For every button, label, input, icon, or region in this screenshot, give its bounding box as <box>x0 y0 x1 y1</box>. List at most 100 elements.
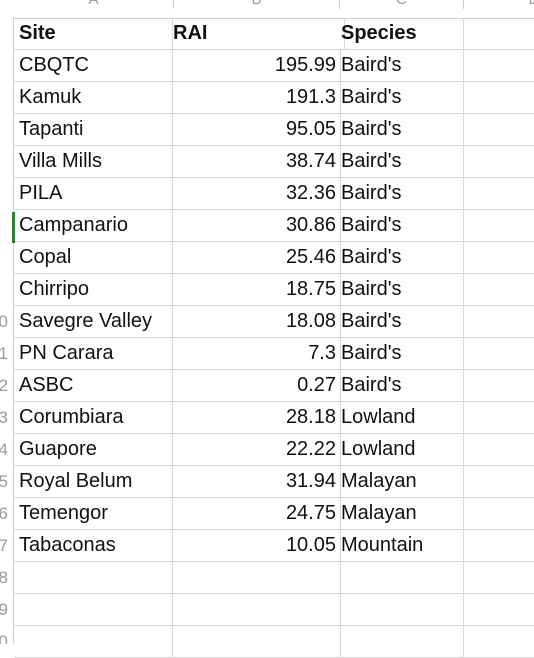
row-header-bar: 0 1 2 3 4 5 6 7 8 9 0 <box>0 18 14 644</box>
empty-cell[interactable] <box>464 114 534 146</box>
cell-rai[interactable]: 195.99 <box>173 50 341 82</box>
column-header-b[interactable]: B <box>174 0 340 9</box>
cell-rai[interactable] <box>173 594 341 626</box>
cell-rai[interactable]: 22.22 <box>173 434 341 466</box>
empty-cell[interactable] <box>464 210 534 242</box>
row-number[interactable]: 0 <box>0 312 8 332</box>
cell-rai[interactable]: 0.27 <box>173 370 341 402</box>
cell-rai[interactable]: 18.75 <box>173 274 341 306</box>
cell-rai[interactable]: 38.74 <box>173 146 341 178</box>
cell-rai[interactable]: 28.18 <box>173 402 341 434</box>
empty-cell[interactable] <box>464 146 534 178</box>
cell-site[interactable]: Royal Belum <box>14 466 173 498</box>
header-cell-rai[interactable]: RAI <box>173 18 345 50</box>
cell-species[interactable]: Baird's <box>341 114 464 146</box>
row-number[interactable]: 6 <box>0 504 8 524</box>
cell-site[interactable]: Copal <box>14 242 173 274</box>
cell-site[interactable]: Tapanti <box>14 114 173 146</box>
header-cell-species[interactable]: Species <box>341 18 464 50</box>
cell-rai[interactable] <box>173 562 341 594</box>
cell-site[interactable] <box>14 562 173 594</box>
column-header-d[interactable]: D <box>464 0 534 9</box>
cell-species[interactable]: Baird's <box>341 50 464 82</box>
cell-site[interactable]: Campanario <box>14 210 173 242</box>
cell-site[interactable]: PN Carara <box>14 338 173 370</box>
empty-cell[interactable] <box>464 370 534 402</box>
empty-cell[interactable] <box>464 178 534 210</box>
cell-site[interactable]: CBQTC <box>14 50 173 82</box>
cell-species[interactable] <box>341 594 464 626</box>
row-number[interactable]: 2 <box>0 376 8 396</box>
cell-species[interactable]: Mountain <box>341 530 464 562</box>
cell-species[interactable]: Baird's <box>341 178 464 210</box>
empty-cell[interactable] <box>464 498 534 530</box>
empty-cell[interactable] <box>464 274 534 306</box>
row-number[interactable]: 5 <box>0 472 8 492</box>
cell-species[interactable]: Baird's <box>341 210 464 242</box>
cell-rai[interactable]: 18.08 <box>173 306 341 338</box>
cell-site[interactable]: Villa Mills <box>14 146 173 178</box>
row-number[interactable]: 3 <box>0 408 8 428</box>
cell-rai[interactable]: 10.05 <box>173 530 341 562</box>
cell-rai[interactable]: 7.3 <box>173 338 341 370</box>
cell-site[interactable]: Chirripo <box>14 274 173 306</box>
cell-site[interactable]: Tabaconas <box>14 530 173 562</box>
row-number[interactable]: 9 <box>0 600 8 620</box>
cell-site[interactable]: Savegre Valley <box>14 306 173 338</box>
empty-cell[interactable] <box>464 242 534 274</box>
cell-species[interactable]: Baird's <box>341 274 464 306</box>
cell-site[interactable] <box>14 626 173 658</box>
cell-species[interactable] <box>341 562 464 594</box>
cell-species[interactable]: Baird's <box>341 146 464 178</box>
column-header-a[interactable]: A <box>14 0 174 9</box>
cell-rai[interactable]: 32.36 <box>173 178 341 210</box>
cell-site[interactable]: Kamuk <box>14 82 173 114</box>
row-number[interactable]: 8 <box>0 568 8 588</box>
row-number[interactable]: 0 <box>0 632 8 644</box>
cell-species[interactable]: Malayan <box>341 466 464 498</box>
empty-cell[interactable] <box>464 402 534 434</box>
empty-cell[interactable] <box>464 626 534 658</box>
cell-rai[interactable]: 31.94 <box>173 466 341 498</box>
table-row: Guapore 22.22 Lowland <box>14 434 534 466</box>
cell-site[interactable]: Temengor <box>14 498 173 530</box>
cell-species[interactable]: Lowland <box>341 434 464 466</box>
column-header-c[interactable]: C <box>340 0 464 9</box>
empty-cell[interactable] <box>464 530 534 562</box>
table-row: Copal 25.46 Baird's <box>14 242 534 274</box>
cell-rai[interactable]: 25.46 <box>173 242 341 274</box>
empty-cell[interactable] <box>464 434 534 466</box>
row-number[interactable]: 7 <box>0 536 8 556</box>
cell-site[interactable] <box>14 594 173 626</box>
cell-rai[interactable]: 30.86 <box>173 210 341 242</box>
cell-rai[interactable]: 24.75 <box>173 498 341 530</box>
empty-cell[interactable] <box>464 306 534 338</box>
cell-species[interactable]: Malayan <box>341 498 464 530</box>
cell-rai[interactable] <box>173 626 341 658</box>
cell-species[interactable]: Baird's <box>341 242 464 274</box>
cell-species[interactable] <box>341 626 464 658</box>
cell-species[interactable]: Baird's <box>341 338 464 370</box>
row-number[interactable]: 4 <box>0 440 8 460</box>
table-row: Kamuk 191.3 Baird's <box>14 82 534 114</box>
cell-rai[interactable]: 191.3 <box>173 82 341 114</box>
empty-cell[interactable] <box>464 82 534 114</box>
header-cell-site[interactable]: Site <box>14 18 173 50</box>
cell-species[interactable]: Baird's <box>341 306 464 338</box>
cell-site[interactable]: PILA <box>14 178 173 210</box>
cell-species[interactable]: Baird's <box>341 370 464 402</box>
cell-site[interactable]: ASBC <box>14 370 173 402</box>
row-number[interactable]: 1 <box>0 344 8 364</box>
empty-cell[interactable] <box>464 338 534 370</box>
table-row: Chirripo 18.75 Baird's <box>14 274 534 306</box>
cell-species[interactable]: Lowland <box>341 402 464 434</box>
empty-cell[interactable] <box>464 18 534 50</box>
empty-cell[interactable] <box>464 466 534 498</box>
empty-cell[interactable] <box>464 50 534 82</box>
cell-species[interactable]: Baird's <box>341 82 464 114</box>
cell-rai[interactable]: 95.05 <box>173 114 341 146</box>
empty-cell[interactable] <box>464 594 534 626</box>
empty-cell[interactable] <box>464 562 534 594</box>
cell-site[interactable]: Guapore <box>14 434 173 466</box>
cell-site[interactable]: Corumbiara <box>14 402 173 434</box>
